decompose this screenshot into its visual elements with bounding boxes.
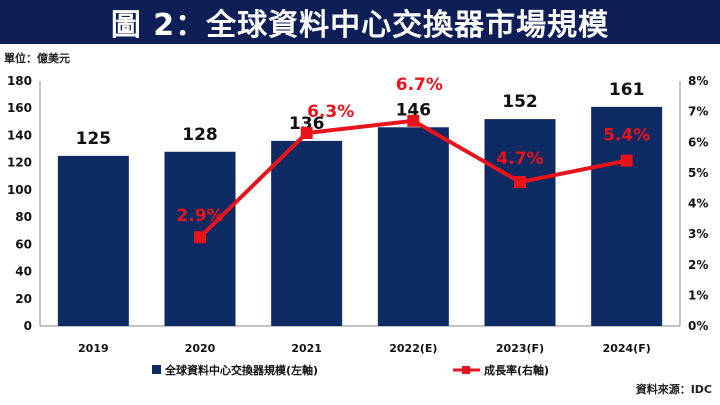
legend-line-label: 成長率(右軸) xyxy=(484,363,549,377)
growth-value-label: 4.7% xyxy=(496,149,543,169)
x-category-label: 2022(E) xyxy=(389,342,437,355)
right-tick-label: 0% xyxy=(688,319,708,333)
left-tick-label: 180 xyxy=(7,74,32,88)
x-category-label: 2021 xyxy=(291,342,322,355)
growth-point xyxy=(300,127,313,140)
legend-bar-label: 全球資料中心交換器規模(左軸) xyxy=(164,363,318,377)
growth-point xyxy=(407,114,420,127)
right-tick-label: 3% xyxy=(688,227,708,241)
growth-point xyxy=(620,154,633,167)
left-tick-label: 80 xyxy=(15,210,32,224)
left-tick-label: 40 xyxy=(15,265,32,279)
bar xyxy=(271,140,343,326)
bar-value-label: 152 xyxy=(502,92,538,112)
bar xyxy=(591,106,663,326)
x-category-label: 2024(F) xyxy=(603,342,651,355)
left-tick-label: 60 xyxy=(15,237,32,251)
growth-point xyxy=(514,176,526,189)
left-tick-label: 100 xyxy=(7,183,32,197)
bar xyxy=(377,127,449,327)
x-category-label: 2019 xyxy=(78,342,109,355)
unit-label: 單位：億美元 xyxy=(4,52,70,65)
bar xyxy=(57,155,129,326)
right-tick-label: 6% xyxy=(688,135,708,149)
bar-value-label: 128 xyxy=(182,125,218,145)
header-bar: 圖 2：全球資料中心交換器市場規模 xyxy=(0,0,720,44)
legend-bar-swatch xyxy=(152,365,161,374)
bar-value-label: 125 xyxy=(76,129,112,149)
left-tick-label: 20 xyxy=(15,292,32,306)
left-tick-label: 0 xyxy=(24,319,32,333)
bar-value-label: 161 xyxy=(609,80,645,100)
right-tick-label: 8% xyxy=(688,74,708,88)
legend-line-marker xyxy=(462,366,470,374)
growth-value-label: 6.3% xyxy=(307,102,354,122)
source-label: 資料來源：IDC xyxy=(635,383,712,396)
left-tick-label: 160 xyxy=(7,101,32,115)
growth-point xyxy=(194,231,206,244)
right-tick-label: 5% xyxy=(688,166,708,180)
bar xyxy=(484,119,556,326)
right-tick-label: 7% xyxy=(688,105,708,119)
growth-value-label: 5.4% xyxy=(603,126,650,146)
page-title: 圖 2：全球資料中心交換器市場規模 xyxy=(110,8,610,43)
growth-value-label: 6.7% xyxy=(396,75,443,95)
x-category-label: 2023(F) xyxy=(496,342,544,355)
left-tick-label: 140 xyxy=(7,128,32,142)
bar-value-label: 146 xyxy=(396,100,432,120)
x-category-label: 2020 xyxy=(185,342,216,355)
bar-value-label: 136 xyxy=(289,114,325,134)
growth-value-label: 2.9% xyxy=(176,206,223,226)
right-tick-label: 2% xyxy=(688,258,708,272)
left-tick-label: 120 xyxy=(7,156,32,170)
right-tick-label: 4% xyxy=(688,197,708,211)
right-tick-label: 1% xyxy=(688,288,708,302)
